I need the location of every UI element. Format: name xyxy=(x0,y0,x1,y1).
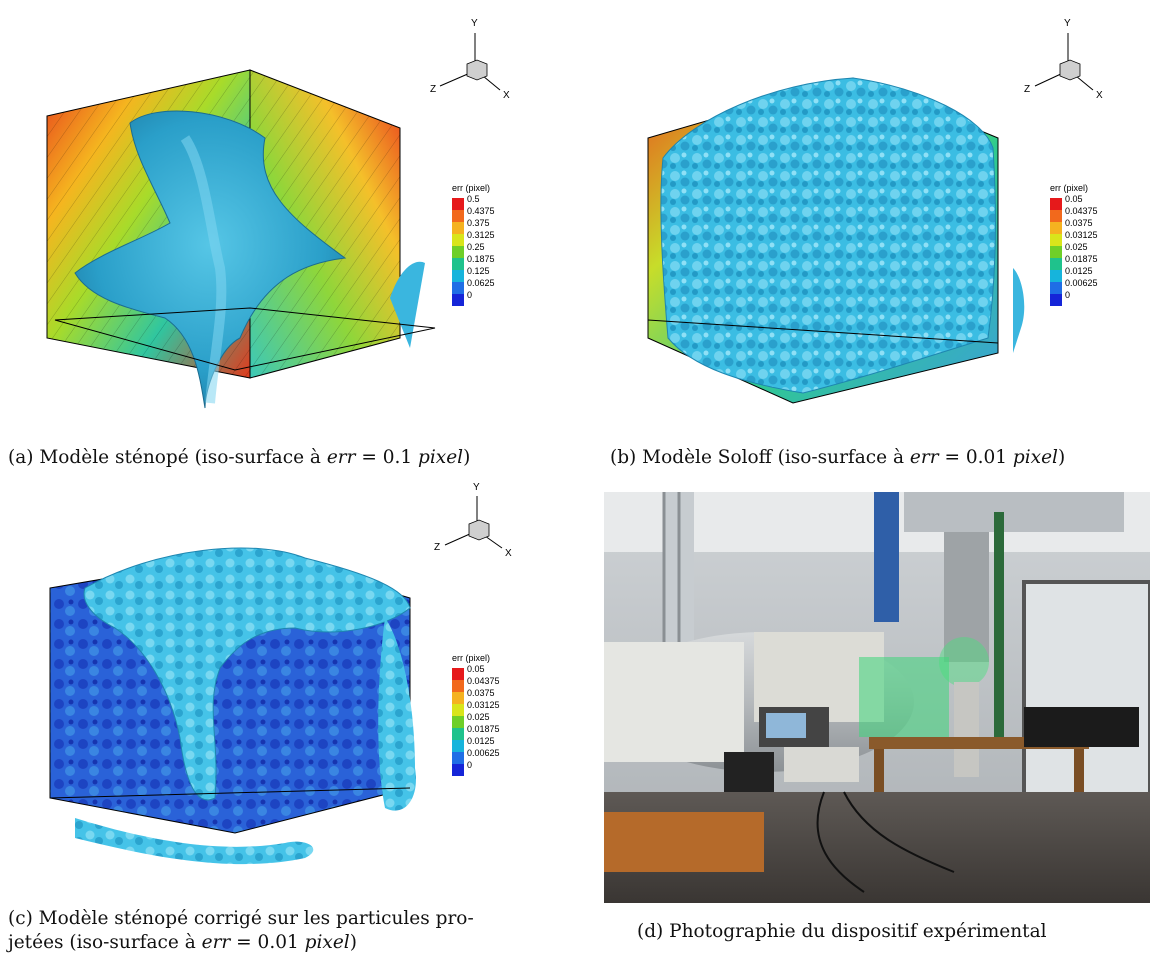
colorbar-tick-label: 0.0375 xyxy=(467,688,495,698)
colorbar-tick-label: 0.025 xyxy=(1065,242,1088,252)
colorbar-tick-label: 0.5 xyxy=(467,194,480,204)
axis-triad: Y Z X xyxy=(430,18,510,101)
caption-b: (b) Modèle Soloff (iso-surface à err = 0… xyxy=(610,447,1066,468)
colorbar-title: err (pixel) xyxy=(452,653,490,663)
axis-label-y: Y xyxy=(473,482,480,493)
colorbar-tick-label: 0.00625 xyxy=(467,748,500,758)
colorbar-tick-label: 0.0125 xyxy=(467,736,495,746)
colorbar-segment xyxy=(1050,270,1062,282)
colorbar-segment xyxy=(452,740,464,752)
colorbar-tick-label: 0.125 xyxy=(467,266,490,276)
axis-label-y: Y xyxy=(471,18,478,29)
colorbar-tick-label: 0.03125 xyxy=(1065,230,1098,240)
colorbar-segment xyxy=(452,764,464,776)
colorbar-segment xyxy=(452,680,464,692)
colorbar-segment xyxy=(1050,210,1062,222)
figure-panel-b: Y Z X err (pixel) 0.05 0.04375 0.0375 0.031… xyxy=(603,8,1148,428)
colorbar-segment xyxy=(1050,246,1062,258)
colorbar-segment xyxy=(452,294,464,306)
colorbar: err (pixel) 0.05 0.04375 0.0375 0.03125 0.02… xyxy=(1050,183,1098,306)
colorbar-tick-label: 0.05 xyxy=(467,664,485,674)
colorbar-tick-label: 0.01875 xyxy=(467,724,500,734)
caption-c: (c) Modèle sténopé corrigé sur les parti… xyxy=(8,907,568,955)
colorbar-segment xyxy=(452,234,464,246)
colorbar-segment xyxy=(452,198,464,210)
caption-c-line1: (c) Modèle sténopé corrigé sur les parti… xyxy=(8,908,474,929)
contour-plane-right xyxy=(249,69,401,379)
colorbar-tick-label: 0.04375 xyxy=(467,676,500,686)
colorbar-tick-label: 0.05 xyxy=(1065,194,1083,204)
colorbar-segment xyxy=(1050,198,1062,210)
axis-triad: Y Z X xyxy=(1024,18,1103,101)
colorbar-segment xyxy=(452,270,464,282)
axis-label-z: Z xyxy=(434,542,440,553)
colorbar-tick-label: 0 xyxy=(1065,290,1070,300)
axis-triad: Y Z X xyxy=(434,482,512,559)
colorbar-segment xyxy=(1050,282,1062,294)
colorbar-tick-label: 0.0625 xyxy=(467,278,495,288)
colorbar-segment xyxy=(452,258,464,270)
colorbar-tick-label: 0.03125 xyxy=(467,700,500,710)
colorbar-segment xyxy=(452,692,464,704)
caption-a: (a) Modèle sténopé (iso-surface à err = … xyxy=(8,447,471,468)
colorbar-segment xyxy=(1050,234,1062,246)
figure-panel-c: Y Z X err (pixel) 0.05 0.04375 0.0375 0.031… xyxy=(5,478,558,898)
colorbar: err (pixel) 0.05 0.04375 0.0375 0.03125 0.02… xyxy=(452,653,500,776)
axis-label-z: Z xyxy=(1024,84,1030,95)
colorbar-tick-label: 0.0375 xyxy=(1065,218,1093,228)
colorbar-tick-label: 0.04375 xyxy=(1065,206,1098,216)
colorbar-tick-label: 0.3125 xyxy=(467,230,495,240)
axis-label-x: X xyxy=(503,90,510,101)
colorbar-tick-label: 0 xyxy=(467,760,472,770)
axis-label-y: Y xyxy=(1064,18,1071,29)
colorbar-segment xyxy=(452,222,464,234)
colorbar-segment xyxy=(452,704,464,716)
colorbar-segment xyxy=(1050,294,1062,306)
colorbar-tick-label: 0.25 xyxy=(467,242,485,252)
colorbar: err (pixel) 0.5 0.4375 0.375 0.3125 0.25 0.18… xyxy=(452,183,495,306)
axis-label-x: X xyxy=(1096,90,1103,101)
colorbar-tick-label: 0.1875 xyxy=(467,254,495,264)
caption-d: (d) Photographie du dispositif expérimen… xyxy=(637,921,1047,942)
colorbar-segment xyxy=(452,246,464,258)
colorbar-segment xyxy=(452,728,464,740)
experimental-setup-photo xyxy=(604,492,1150,903)
colorbar-tick-label: 0 xyxy=(467,290,472,300)
colorbar-title: err (pixel) xyxy=(452,183,490,193)
iso-surface xyxy=(75,547,416,865)
colorbar-tick-label: 0.01875 xyxy=(1065,254,1098,264)
figure-panel-a: Y Z X err (pixel) 0.5 0.4375 0.375 0.3125 0.… xyxy=(5,8,558,428)
iso-surface xyxy=(74,110,425,409)
colorbar-tick-label: 0.375 xyxy=(467,218,490,228)
colorbar-tick-label: 0.4375 xyxy=(467,206,495,216)
colorbar-segment xyxy=(1050,222,1062,234)
colorbar-segment xyxy=(452,716,464,728)
colorbar-title: err (pixel) xyxy=(1050,183,1088,193)
axis-label-x: X xyxy=(505,548,512,559)
colorbar-tick-label: 0.025 xyxy=(467,712,490,722)
colorbar-segment xyxy=(452,282,464,294)
axis-label-z: Z xyxy=(430,84,436,95)
colorbar-segment xyxy=(452,752,464,764)
colorbar-tick-label: 0.0125 xyxy=(1065,266,1093,276)
colorbar-segment xyxy=(452,668,464,680)
iso-surface xyxy=(660,77,1025,394)
colorbar-segment xyxy=(452,210,464,222)
colorbar-segment xyxy=(1050,258,1062,270)
colorbar-tick-label: 0.00625 xyxy=(1065,278,1098,288)
